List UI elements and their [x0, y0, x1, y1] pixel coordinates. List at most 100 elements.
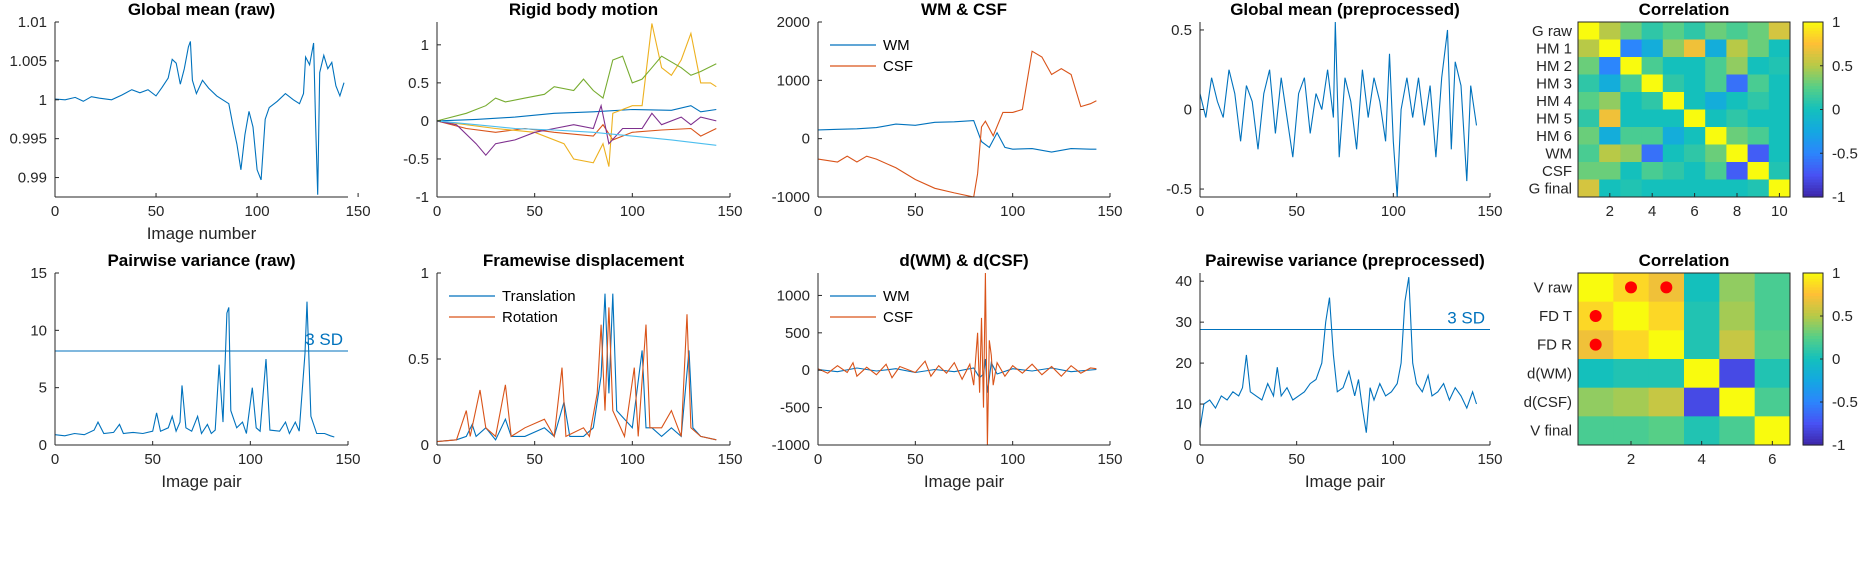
row-label: d(CSF) — [1524, 394, 1572, 411]
y-tick-label: 0 — [1184, 102, 1192, 119]
x-tick-label: 0 — [814, 203, 822, 220]
heatmap-cell — [1684, 57, 1706, 75]
heatmap-cell — [1719, 301, 1756, 331]
row-label: G final — [1529, 180, 1572, 197]
heatmap-cell — [1726, 74, 1749, 93]
colorbar-tick-label: -0.5 — [1832, 394, 1858, 411]
x-tick-label: 10 — [1771, 203, 1788, 220]
heatmap-cell — [1641, 92, 1664, 110]
y-tick-label: 1 — [39, 92, 47, 109]
colorbar-segment — [1803, 281, 1823, 286]
x-tick-label: 8 — [1733, 203, 1741, 220]
chart-title: Framewise displacement — [483, 251, 685, 270]
colorbar-segment — [1803, 74, 1823, 79]
heatmap-cell — [1578, 273, 1614, 303]
heatmap-cell — [1662, 162, 1685, 180]
row-label: HM 4 — [1536, 93, 1572, 110]
colorbar-segment — [1803, 321, 1823, 326]
colorbar: -1 -0.5 0 0.5 1 — [1802, 14, 1858, 206]
heatmap-cell — [1578, 162, 1600, 180]
heatmap-cell — [1684, 92, 1706, 110]
heatmap-cell — [1705, 74, 1727, 93]
heatmap-cell — [1719, 359, 1756, 389]
heatmap-cell — [1705, 39, 1727, 58]
colorbar-segment — [1803, 150, 1823, 154]
heatmap-cell — [1641, 144, 1664, 163]
series-line-csf — [818, 50, 1097, 197]
x-tick-label: 150 — [1097, 203, 1122, 220]
series-line-rotation — [437, 307, 717, 443]
heatmap-cell — [1641, 127, 1664, 145]
x-tick-label: 150 — [335, 451, 360, 468]
colorbar-segment — [1803, 132, 1823, 137]
colorbar-segment — [1803, 24, 1823, 29]
heatmap-cell — [1599, 144, 1621, 163]
heatmap-cell — [1726, 179, 1749, 198]
heatmap-cell — [1684, 144, 1706, 163]
y-tick-label: -1000 — [772, 189, 810, 206]
colorbar-segment — [1803, 430, 1823, 435]
x-axis-label: Image number — [147, 224, 257, 243]
heatmap-cell — [1726, 109, 1749, 128]
colorbar-segment — [1803, 310, 1823, 314]
colorbar-segment — [1803, 94, 1823, 99]
heatmap-cell — [1754, 301, 1791, 331]
heatmap-cell — [1705, 162, 1727, 180]
x-tick-label: 4 — [1648, 203, 1656, 220]
heatmap-cell — [1620, 39, 1643, 58]
legend-label: WM — [883, 288, 910, 305]
heatmap-cell — [1599, 57, 1621, 75]
colorbar-tick-label: 0.5 — [1832, 308, 1853, 325]
heatmap-cell — [1705, 92, 1727, 110]
colorbar-segment — [1803, 144, 1823, 149]
colorbar-segment — [1803, 33, 1823, 38]
colorbar-segment — [1803, 191, 1823, 195]
heatmap-cell — [1684, 416, 1720, 446]
colorbar-segment — [1803, 387, 1823, 392]
colorbar-tick-label: 0 — [1832, 102, 1840, 119]
heatmap-cell — [1754, 273, 1791, 303]
colorbar-segment — [1803, 393, 1823, 397]
colorbar-segment — [1803, 433, 1823, 437]
heatmap-cell — [1684, 109, 1706, 128]
y-tick-label: 1.01 — [18, 14, 47, 31]
y-tick-label: 0.995 — [9, 131, 47, 148]
heatmap-cell — [1754, 416, 1791, 446]
colorbar-segment — [1803, 121, 1823, 125]
heatmap-cell — [1613, 301, 1650, 331]
heatmap-cell — [1578, 39, 1600, 58]
colorbar-segment — [1803, 293, 1823, 297]
heatmap-cell — [1648, 330, 1685, 360]
y-tick-label: 0.99 — [18, 170, 47, 187]
colorbar-segment — [1803, 194, 1823, 198]
heatmap-cell — [1662, 74, 1685, 93]
heatmap-cell — [1578, 387, 1614, 417]
heatmap-cell — [1684, 22, 1706, 40]
heatmap-cell — [1620, 109, 1643, 128]
colorbar-segment — [1803, 176, 1823, 181]
colorbar-segment — [1803, 97, 1823, 102]
colorbar-segment — [1803, 68, 1823, 73]
series-line-1 — [437, 105, 717, 122]
heatmap-cell — [1705, 127, 1727, 145]
heatmap-cell — [1599, 74, 1621, 93]
series-line-csf — [818, 273, 1097, 445]
colorbar-segment — [1803, 324, 1823, 329]
chart-title: Pairwise variance (raw) — [107, 251, 295, 270]
x-tick-label: 0 — [1196, 451, 1204, 468]
colorbar-segment — [1803, 54, 1823, 58]
colorbar-segment — [1803, 118, 1823, 122]
colorbar-segment — [1803, 159, 1823, 163]
colorbar-segment — [1803, 100, 1823, 105]
colorbar-tick-label: 1 — [1832, 265, 1840, 282]
series-line-1 — [1200, 22, 1478, 197]
colorbar-segment — [1803, 173, 1823, 178]
heatmap-cell — [1747, 162, 1770, 180]
heatmap-cell — [1726, 22, 1749, 40]
colorbar-segment — [1803, 83, 1823, 87]
heatmap-cell — [1747, 109, 1770, 128]
colorbar-segment — [1803, 51, 1823, 55]
x-tick-label: 100 — [1000, 203, 1025, 220]
